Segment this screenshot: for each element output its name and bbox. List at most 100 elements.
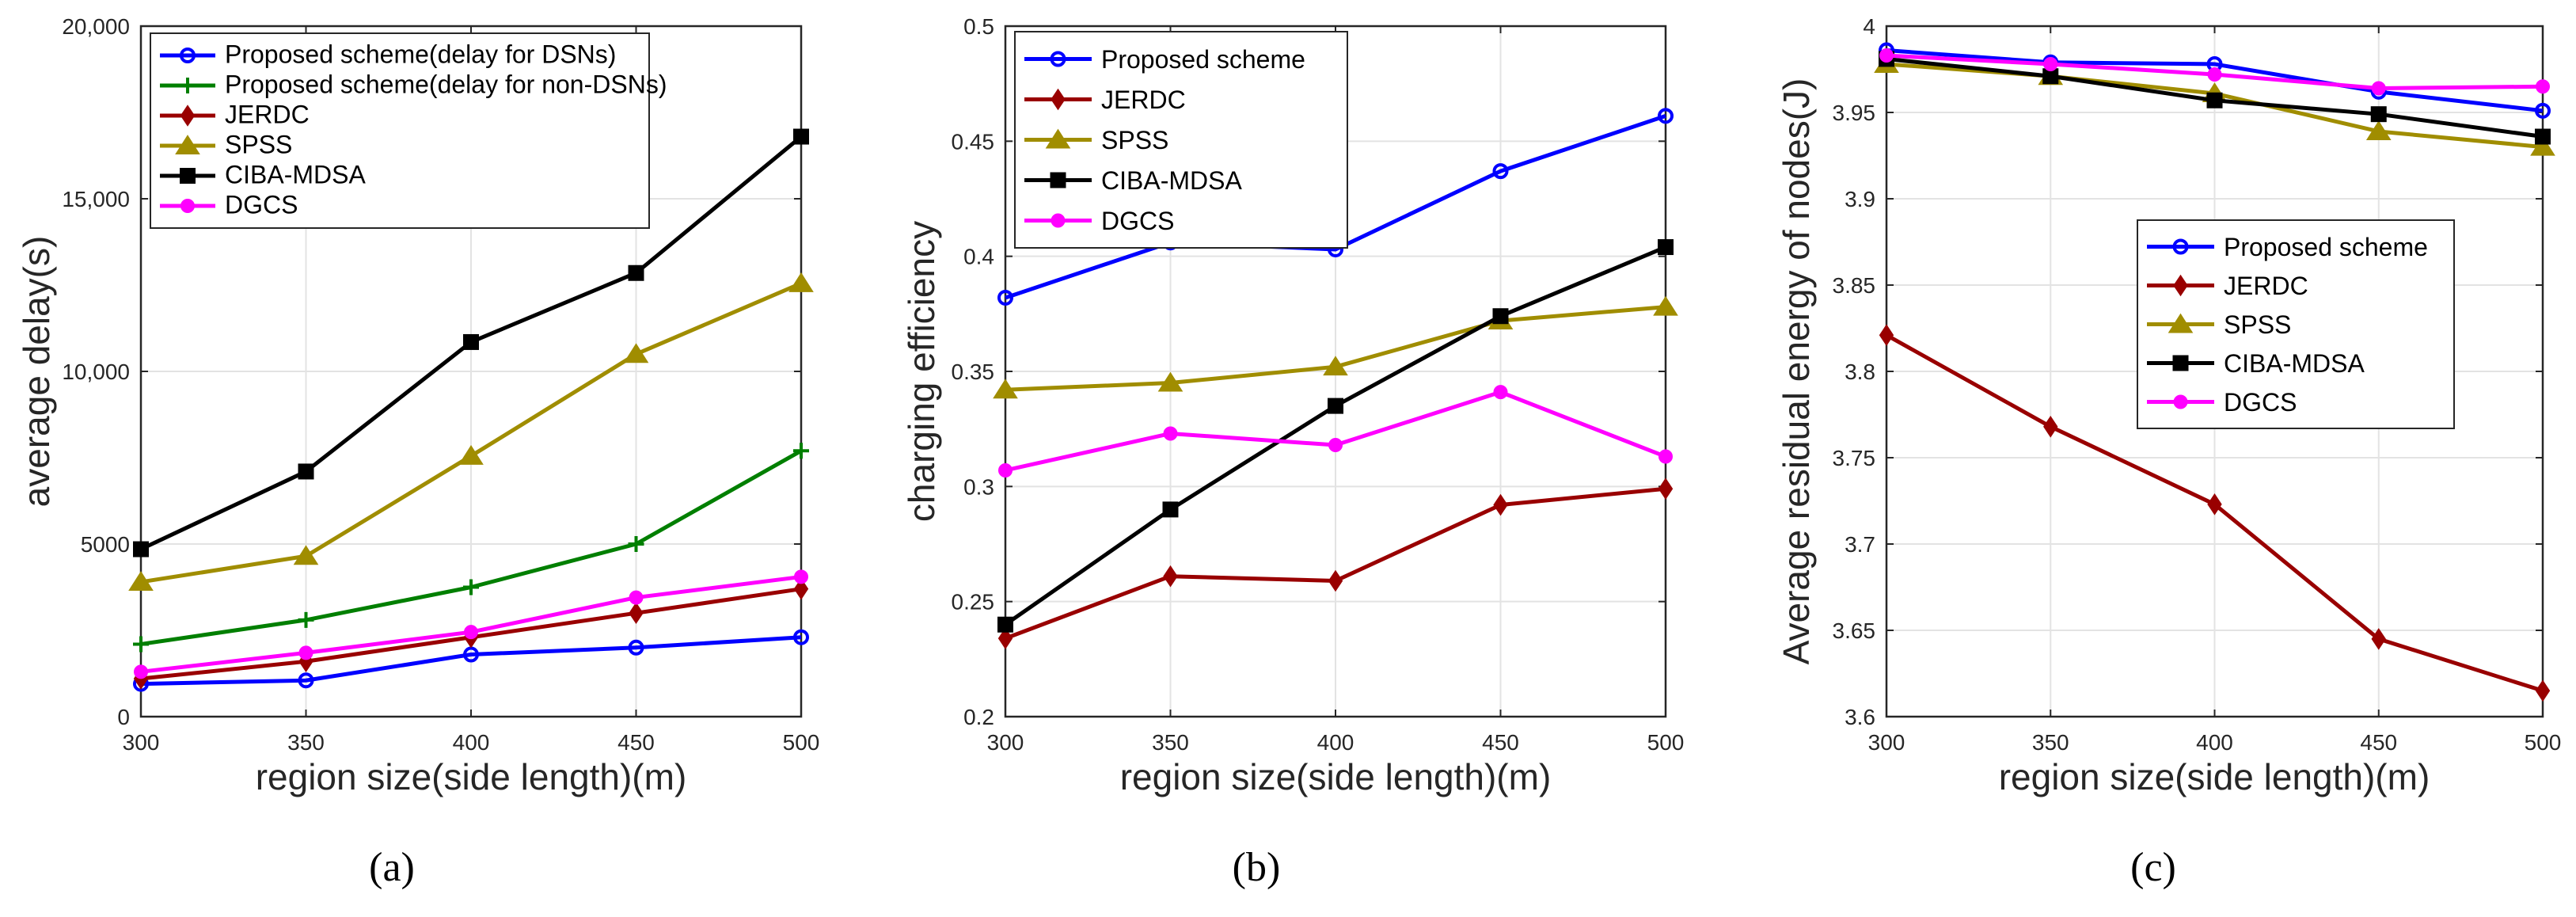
- data-point: [463, 579, 479, 595]
- legend-marker: [2172, 355, 2189, 371]
- legend-marker: [175, 135, 200, 154]
- data-point: [133, 541, 149, 557]
- data-point: [1658, 478, 1674, 500]
- data-point: [793, 128, 809, 145]
- legend-marker: [2172, 238, 2189, 255]
- legend-label: SPSS: [1101, 126, 1168, 154]
- legend-label: Proposed scheme: [2224, 233, 2428, 261]
- data-point: [293, 545, 319, 565]
- legend-label: CIBA-MDSA: [225, 160, 366, 188]
- data-point: [2535, 128, 2551, 145]
- data-point: [1328, 398, 1343, 414]
- data-point: [2043, 415, 2058, 438]
- legend: Proposed scheme JERDC SPSS CIBA-MDSA DGCS: [2137, 219, 2455, 429]
- legend-marker: [180, 105, 196, 127]
- data-point: [2371, 81, 2386, 96]
- panel-label: (b): [1233, 845, 1281, 890]
- data-point: [1658, 239, 1674, 256]
- data-point: [793, 577, 809, 600]
- legend-label: DGCS: [225, 190, 298, 219]
- x-tick-label: 400: [1317, 730, 1354, 755]
- data-point: [298, 611, 314, 628]
- data-point: [788, 272, 814, 292]
- data-point: [2530, 135, 2555, 156]
- legend-marker: [1045, 128, 1071, 149]
- data-point: [1163, 426, 1178, 441]
- data-point: [1492, 308, 1509, 325]
- data-point: [1162, 501, 1179, 518]
- x-tick-label: 500: [783, 730, 820, 755]
- data-point: [134, 664, 148, 679]
- legend-label: JERDC: [2224, 272, 2308, 300]
- data-point: [794, 569, 808, 584]
- y-tick-label: 0.25: [952, 590, 995, 615]
- data-point: [2043, 56, 2058, 71]
- data-point: [1879, 324, 1894, 347]
- legend-marker: [180, 78, 196, 93]
- y-tick-label: 10,000: [62, 360, 130, 384]
- y-tick-label: 3.6: [1845, 705, 1875, 729]
- data-point: [1323, 356, 1348, 376]
- series-jerdc: [1879, 324, 2551, 702]
- y-tick-label: 0.35: [952, 360, 995, 384]
- legend-marker: [180, 168, 196, 184]
- x-tick-label: 300: [1868, 730, 1905, 755]
- data-point: [1879, 48, 1894, 63]
- x-axis-label: region size(side length)(m): [256, 756, 687, 797]
- legend-marker: [2173, 274, 2188, 297]
- x-tick-label: 400: [453, 730, 490, 755]
- y-tick-label: 0.3: [963, 474, 994, 499]
- y-tick-label: 3.95: [1833, 101, 1876, 125]
- data-point: [793, 443, 809, 459]
- series-proposed-scheme-delay-for-non-dsns-: [133, 443, 809, 653]
- series-line: [140, 635, 802, 687]
- legend-label: DGCS: [1101, 207, 1174, 235]
- data-point: [2536, 79, 2550, 94]
- y-tick-label: 0: [117, 705, 130, 729]
- data-point: [2206, 92, 2223, 108]
- y-tick-label: 0.5: [963, 14, 994, 39]
- legend-marker: [180, 199, 195, 213]
- y-tick-label: 3.9: [1845, 187, 1875, 211]
- data-point: [993, 379, 1018, 399]
- data-point: [1328, 569, 1343, 592]
- legend-marker: [180, 48, 196, 63]
- legend-marker: [2173, 394, 2188, 409]
- data-point: [1493, 385, 1508, 400]
- legend-label: Proposed scheme(delay for DSNs): [225, 40, 616, 68]
- data-point: [2207, 493, 2222, 516]
- legend-marker: [1050, 51, 1066, 67]
- y-axis-label: Average residual energy of nodes(J): [1776, 78, 1817, 665]
- panel-label: (a): [369, 845, 415, 890]
- data-point: [1653, 295, 1678, 316]
- data-point: [1163, 565, 1178, 588]
- x-tick-label: 350: [1152, 730, 1189, 755]
- series-dgcs: [1879, 48, 2550, 96]
- data-point: [2535, 102, 2551, 119]
- series-ciba-mdsa: [133, 128, 809, 557]
- legend-label: CIBA-MDSA: [1101, 166, 1242, 195]
- x-tick-label: 500: [1647, 730, 1685, 755]
- x-tick-label: 350: [2032, 730, 2069, 755]
- chart-panel-2: 300 350 400 450 500 0.2 0.25 0.3 0.35 0.4 0.45 0.5 r…: [901, 14, 1684, 890]
- data-point: [629, 590, 644, 605]
- series-dgcs: [134, 569, 808, 679]
- data-point: [1658, 449, 1673, 464]
- data-point: [997, 627, 1013, 649]
- data-point: [1157, 371, 1184, 392]
- data-point: [998, 462, 1013, 478]
- data-point: [1492, 163, 1509, 180]
- y-tick-label: 3.65: [1833, 618, 1876, 643]
- data-point: [298, 672, 314, 689]
- data-point: [1328, 438, 1343, 453]
- legend-label: JERDC: [1101, 86, 1186, 114]
- x-tick-label: 350: [287, 730, 325, 755]
- y-tick-label: 4: [1863, 14, 1875, 39]
- chart-panel-1: 300 350 400 450 5000500010,00015,00020,000re…: [16, 14, 819, 890]
- data-point: [628, 639, 644, 656]
- data-point: [298, 645, 313, 660]
- data-point: [128, 571, 154, 591]
- data-point: [628, 264, 644, 281]
- data-point: [458, 444, 484, 465]
- series-line: [1005, 113, 1666, 300]
